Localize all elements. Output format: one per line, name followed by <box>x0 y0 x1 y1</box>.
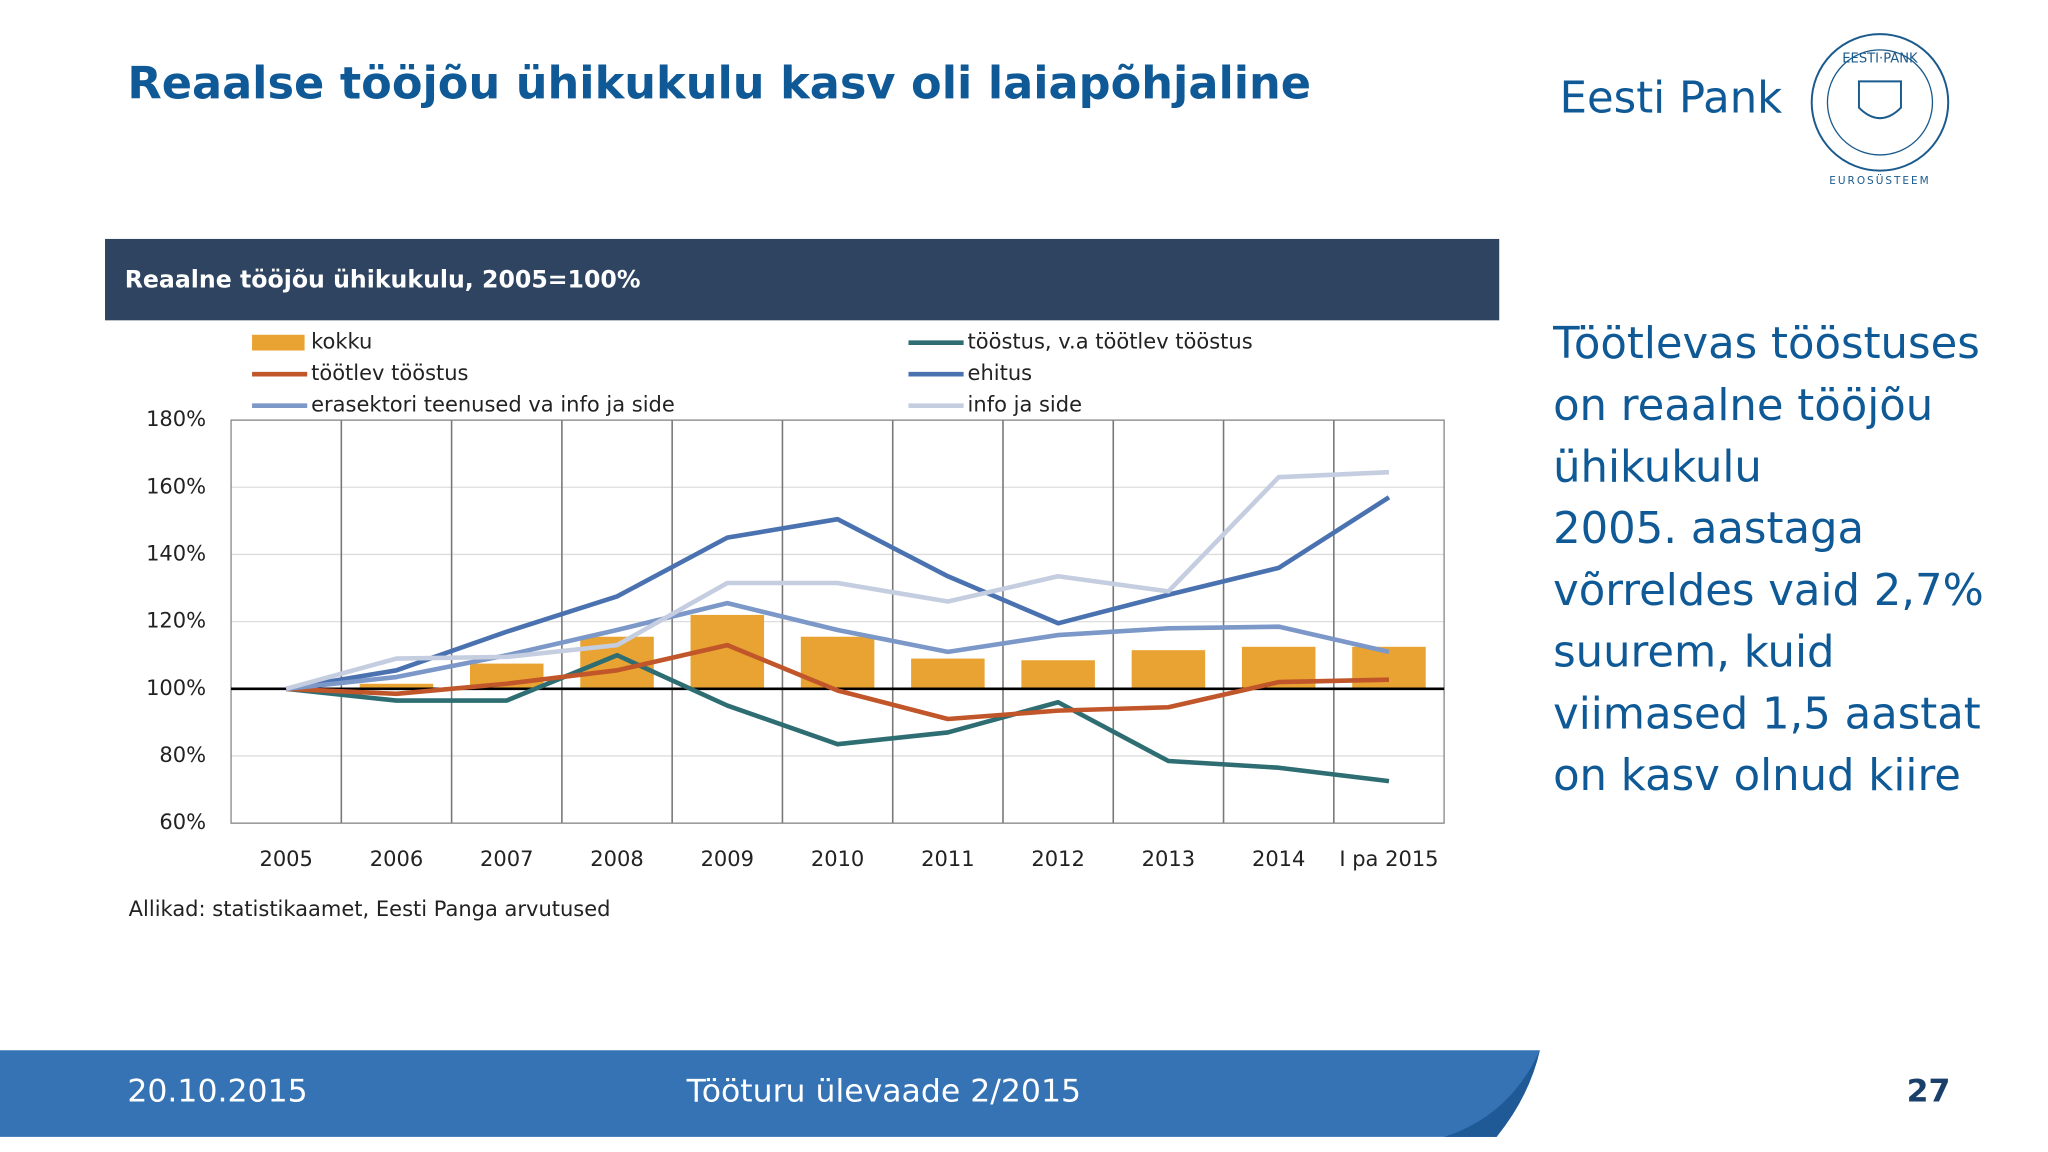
slide-title: Reaalse tööjõu ühikukulu kasv oli laiapõ… <box>127 58 1311 110</box>
bar <box>359 683 434 689</box>
y-tick-label: 80% <box>159 743 206 767</box>
footer-curl <box>1444 1050 1540 1137</box>
side-text-line: ühikukulu <box>1553 442 1762 492</box>
x-tick-label: 2009 <box>701 847 754 871</box>
source-note: Allikad: statistikaamet, Eesti Panga arv… <box>129 897 611 921</box>
legend-label: info ja side <box>968 393 1082 417</box>
legend-label: tööstus, v.a töötlev tööstus <box>968 330 1253 354</box>
x-tick-label: 2008 <box>590 847 643 871</box>
footer-title: Tööturu ülevaade 2/2015 <box>686 1073 1081 1109</box>
logo: EESTI·PANK EUROSÜSTEEM <box>1810 33 1950 187</box>
y-tick-label: 180% <box>146 407 206 431</box>
legend-swatch <box>252 334 305 351</box>
x-tick-label: 2014 <box>1252 847 1305 871</box>
line <box>286 642 1390 722</box>
side-text-line: viimased 1,5 aastat <box>1553 689 1981 739</box>
y-tick-label: 160% <box>146 474 206 498</box>
logo-bottom: EUROSÜSTEEM <box>1829 174 1930 187</box>
chart-title: Reaalne tööjõu ühikukulu, 2005=100% <box>125 265 641 293</box>
x-tick-label: 2011 <box>921 847 974 871</box>
x-tick-label: I pa 2015 <box>1339 847 1438 871</box>
side-text-line: on reaalne tööjõu <box>1553 381 1933 431</box>
legend-label: töötlev tööstus <box>311 361 468 385</box>
x-tick-label: 2007 <box>480 847 533 871</box>
brand: Eesti Pank <box>1560 74 1783 124</box>
logo-ring <box>1826 49 1934 156</box>
y-tick-label: 120% <box>146 609 206 633</box>
legend-label: ehitus <box>968 361 1033 385</box>
bar <box>1131 650 1206 689</box>
logo-shield <box>1857 80 1902 120</box>
y-tick-label: 140% <box>146 541 206 565</box>
side-text-line: on kasv olnud kiire <box>1553 751 1961 801</box>
page-number: 27 <box>1907 1073 1951 1109</box>
footer-band <box>0 1050 1540 1137</box>
line <box>285 600 1390 692</box>
bar <box>911 658 985 689</box>
chart-header <box>105 238 1500 321</box>
x-tick-label: 2006 <box>370 847 423 871</box>
side-text-line: 2005. aastaga <box>1553 504 1864 554</box>
y-tick-label: 60% <box>159 810 206 834</box>
x-tick-label: 2005 <box>259 847 312 871</box>
x-tick-label: 2010 <box>811 847 864 871</box>
logo-top: EESTI·PANK <box>1842 52 1918 67</box>
line <box>285 495 1391 692</box>
side-text-line: suurem, kuid <box>1553 628 1834 678</box>
chart: 60% 80% 100% 120% 140% 160% 180% 2005 2006 2007 20… <box>146 330 1445 871</box>
plot-frame <box>230 419 1445 824</box>
bar <box>1021 660 1095 689</box>
side-text: Töötlevas tööstuses on reaalne tööjõu ühik… <box>1552 319 1984 801</box>
footer-date: 20.10.2015 <box>127 1073 307 1109</box>
y-tick-label: 100% <box>146 676 206 700</box>
x-tick-label: 2012 <box>1031 847 1084 871</box>
side-text-line: Töötlevas tööstuses <box>1552 319 1980 369</box>
line <box>285 469 1390 692</box>
logo-ring <box>1810 33 1950 172</box>
x-tick-label: 2013 <box>1142 847 1195 871</box>
legend-label: erasektori teenused va info ja side <box>311 393 675 417</box>
legend-label: kokku <box>311 330 372 354</box>
side-text-line: võrreldes vaid 2,7% <box>1553 566 1984 616</box>
line <box>285 652 1390 784</box>
